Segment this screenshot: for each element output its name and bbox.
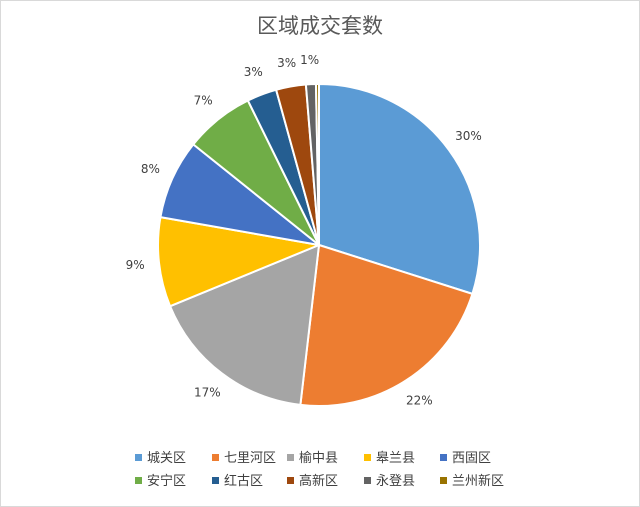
data-label-9: 1% [300,53,319,67]
legend-item-4: 皋兰县 [364,451,415,466]
pie-labels: 30% 22% 17% 9% 8% 7% 3% 3% 1% [126,53,482,407]
data-label-2: 22% [406,393,433,407]
legend-label: 城关区 [147,451,186,466]
pie-slice-1 [318,83,481,295]
legend-swatch [212,454,219,461]
legend-swatch [440,454,447,461]
legend-label: 榆中县 [299,451,338,466]
legend-swatch [212,477,219,484]
legend-swatch [440,477,447,484]
legend-label: 皋兰县 [376,451,415,466]
legend-label: 七里河区 [224,451,276,466]
legend-label: 安宁区 [147,473,186,489]
data-label-8: 3% [277,56,296,70]
chart-title: 区域成交套数 [257,14,383,38]
legend-label: 西固区 [452,451,491,466]
pie-slice-3 [169,244,320,406]
legend-item-9: 永登县 [364,474,415,489]
legend-item-3: 榆中县 [287,451,338,466]
data-label-1: 30% [455,129,482,143]
legend-swatch [287,477,294,484]
pie-slice-2 [299,244,474,407]
legend-swatch [135,477,142,484]
legend-item-7: 红古区 [212,473,263,489]
legend-label: 兰州新区 [452,473,504,489]
legend-swatch [135,454,142,461]
data-label-5: 8% [141,162,160,176]
legend-label: 永登县 [376,474,415,489]
legend-item-8: 高新区 [287,473,338,489]
legend-item-6: 安宁区 [135,473,186,489]
pie-slice-4 [157,216,320,308]
legend-item-2: 七里河区 [212,451,276,466]
data-label-4: 9% [126,258,145,272]
data-label-3: 17% [194,386,221,400]
data-label-7: 3% [244,65,263,79]
legend-item-10: 兰州新区 [440,473,504,489]
legend-swatch [287,454,294,461]
legend-swatch [364,477,371,484]
legend-swatch [364,454,371,461]
legend-item-1: 城关区 [135,451,186,466]
legend-item-5: 西固区 [440,451,491,466]
pie-slices [157,83,481,407]
data-label-6: 7% [194,94,213,108]
pie-slice-10 [314,83,320,246]
legend-label: 红古区 [224,473,263,489]
legend-label: 高新区 [299,473,338,489]
